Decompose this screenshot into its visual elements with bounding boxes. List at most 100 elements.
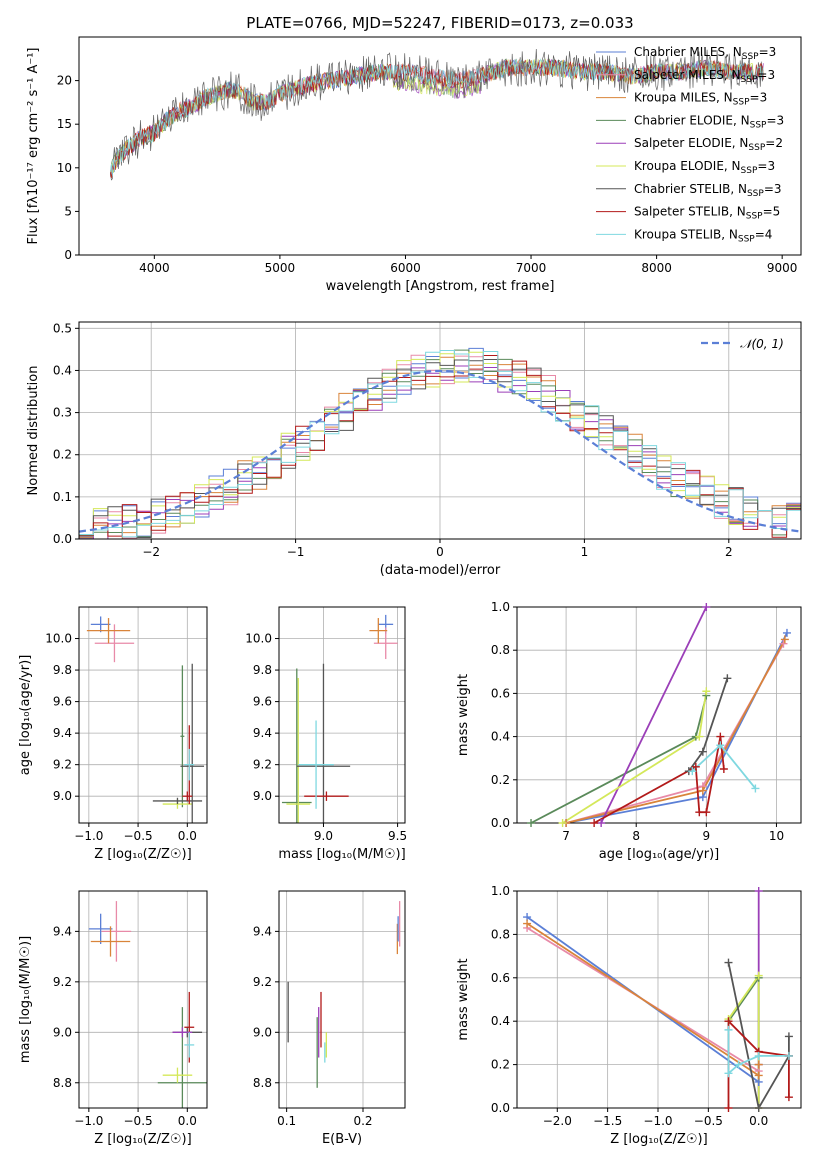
y-tick-label: 0.1 [53, 490, 72, 504]
normal-curve [79, 369, 801, 533]
axes-frame [78, 606, 208, 824]
legend-entry-salpeter_stelib: Salpeter STELIB, NSSP=5 [634, 205, 780, 222]
y-tick-label: 0.8 [491, 927, 510, 941]
series-marker-salpeter_stelib [724, 1017, 733, 1026]
series-marker-salpeter_stelib [719, 765, 728, 773]
series-line-kroupa_miles [526, 922, 760, 1078]
y-axis-label: Flux [fλ10⁻¹⁷ erg cm⁻² s⁻¹ A⁻¹] [26, 48, 41, 245]
axes-frame [78, 36, 802, 256]
y-tick-label: 0.6 [491, 686, 510, 700]
series-marker-salpeter_stelib [784, 1093, 793, 1102]
y-tick-label: 9.2 [253, 975, 272, 989]
y-tick-label: 9.6 [253, 695, 272, 709]
histogram-kroupa_stelib [79, 350, 801, 539]
y-axis-label: age [log₁₀(age/yr)] [18, 655, 33, 776]
series-marker-chabrier_miles [782, 628, 791, 637]
series-marker-kroupa_elodie [558, 819, 567, 827]
series-marker-kroupa_miles [523, 919, 532, 928]
series-marker-kroupa_miles [780, 635, 789, 644]
figure-title: PLATE=0766, MJD=52247, FIBERID=0173, z=0… [246, 14, 633, 32]
series-marker-kroupa_elodie [695, 732, 704, 741]
series-marker-kroupa_stelib [724, 1025, 733, 1034]
y-tick-label: 0.0 [491, 1101, 510, 1115]
y-tick-label: 5 [64, 204, 72, 218]
y-tick-label: 0.2 [53, 448, 72, 462]
gridlines [517, 606, 801, 824]
x-tick-label: −0.5 [694, 1114, 723, 1128]
series-marker-chabrier_stelib [723, 674, 732, 683]
x-tick-label: 8 [632, 829, 640, 843]
y-tick-label: 0.4 [491, 1014, 510, 1028]
gridlines [79, 607, 207, 823]
series-marker-kroupa_miles [698, 786, 707, 795]
x-axis-label: age [log₁₀(age/yr)] [599, 847, 720, 862]
legend-normal-label: 𝒩(0, 1) [740, 337, 784, 351]
x-tick-label: 8000 [641, 261, 672, 275]
panel-weight_vs_age: 7 8 9 10 0.0 0.2 0.4 0.6 0.8 1.0 age [log₁₀(age/yr… [456, 600, 802, 862]
y-tick-label: 1.0 [491, 600, 510, 614]
y-tick-label: 0.0 [491, 816, 510, 830]
gridlines [279, 891, 405, 1108]
axes-frame [78, 321, 802, 540]
y-tick-label: 0.8 [491, 643, 510, 657]
y-tick-label: 9.0 [53, 1025, 72, 1039]
histogram-salpeter_stelib [79, 355, 801, 539]
x-tick-label: 4000 [139, 261, 170, 275]
series-marker-kroupa_stelib [688, 767, 697, 776]
x-tick-label: 9000 [767, 261, 798, 275]
y-tick-label: 1.0 [491, 884, 510, 898]
legend-entry-salpeter_elodie: Salpeter ELODIE, NSSP=2 [634, 136, 783, 153]
x-axis-label: wavelength [Angstrom, rest frame] [326, 279, 555, 294]
x-axis-label: mass [log₁₀(M/M☉)] [278, 847, 405, 862]
spectrum-line-salpeter_stelib [110, 59, 764, 179]
legend-entry-chabrier_elodie: Chabrier ELODIE, NSSP=3 [634, 113, 784, 130]
legend-entry-kroupa_miles: Kroupa MILES, NSSP=3 [634, 91, 767, 108]
legend-entry-kroupa_elodie: Kroupa ELODIE, NSSP=3 [634, 159, 775, 176]
panel-mass_vs_ebv: 0.1 0.2 8.8 9.0 9.2 9.4 E(B-V) [253, 890, 406, 1147]
series-marker-kroupa_elodie [754, 971, 763, 980]
series-marker-salpeter_miles [779, 639, 788, 648]
gridlines [79, 891, 207, 1108]
x-tick-label: 0.0 [178, 829, 197, 843]
plot-area [110, 48, 764, 181]
x-tick-label: 9.0 [314, 829, 333, 843]
series-marker-kroupa_miles [754, 1060, 763, 1069]
series-marker-chabrier_stelib [698, 747, 707, 756]
y-tick-label: 0 [64, 248, 72, 262]
y-tick-label: 10.0 [45, 632, 72, 646]
x-tick-label: −0.5 [124, 829, 153, 843]
panel-weight_vs_Z: −2.0 −1.5 −1.0 −0.5 0.0 0.0 0.2 0.4 0.6 0.8 1.0 Z [… [456, 884, 802, 1147]
series-marker-kroupa_stelib [716, 741, 725, 750]
axes-frame [516, 890, 802, 1109]
series-line-kroupa_miles [565, 638, 786, 823]
series-marker-chabrier_stelib [724, 958, 733, 967]
x-tick-label: 9.5 [388, 829, 407, 843]
y-tick-label: 9.2 [53, 758, 72, 772]
plot-area [287, 901, 401, 1088]
x-tick-label: 7000 [516, 261, 547, 275]
y-tick-label: 9.2 [53, 975, 72, 989]
axes-frame [278, 890, 406, 1109]
x-tick-label: 0.0 [178, 1114, 197, 1128]
panel-residuals: −2 −1 0 1 2 0.0 0.1 0.2 0.3 0.4 0.5 (data-model)/er… [26, 321, 802, 578]
x-tick-label: −1.0 [643, 1114, 672, 1128]
y-tick-label: 10 [57, 161, 72, 175]
x-tick-label: 0.2 [353, 1114, 372, 1128]
series-marker-kroupa_stelib [734, 1060, 743, 1069]
y-tick-label: 0.2 [491, 773, 510, 787]
series-marker-salpeter_elodie [754, 887, 763, 895]
x-tick-label: 9 [703, 829, 711, 843]
y-tick-label: 0.4 [53, 363, 72, 377]
legend-entry-salpeter_miles: Salpeter MILES, NSSP=3 [634, 68, 775, 85]
axes-frame [516, 606, 802, 824]
y-tick-label: 9.4 [253, 726, 272, 740]
axes-frame [278, 606, 406, 824]
plot-area [86, 616, 205, 823]
x-tick-label: −1.5 [593, 1114, 622, 1128]
y-tick-label: 0.3 [53, 406, 72, 420]
y-tick-label: 9.4 [53, 924, 72, 938]
y-tick-label: 0.0 [53, 532, 72, 546]
series-marker-kroupa_stelib [724, 1069, 733, 1078]
x-tick-label: −1.0 [74, 1114, 103, 1128]
series-marker-kroupa_stelib [751, 784, 760, 793]
